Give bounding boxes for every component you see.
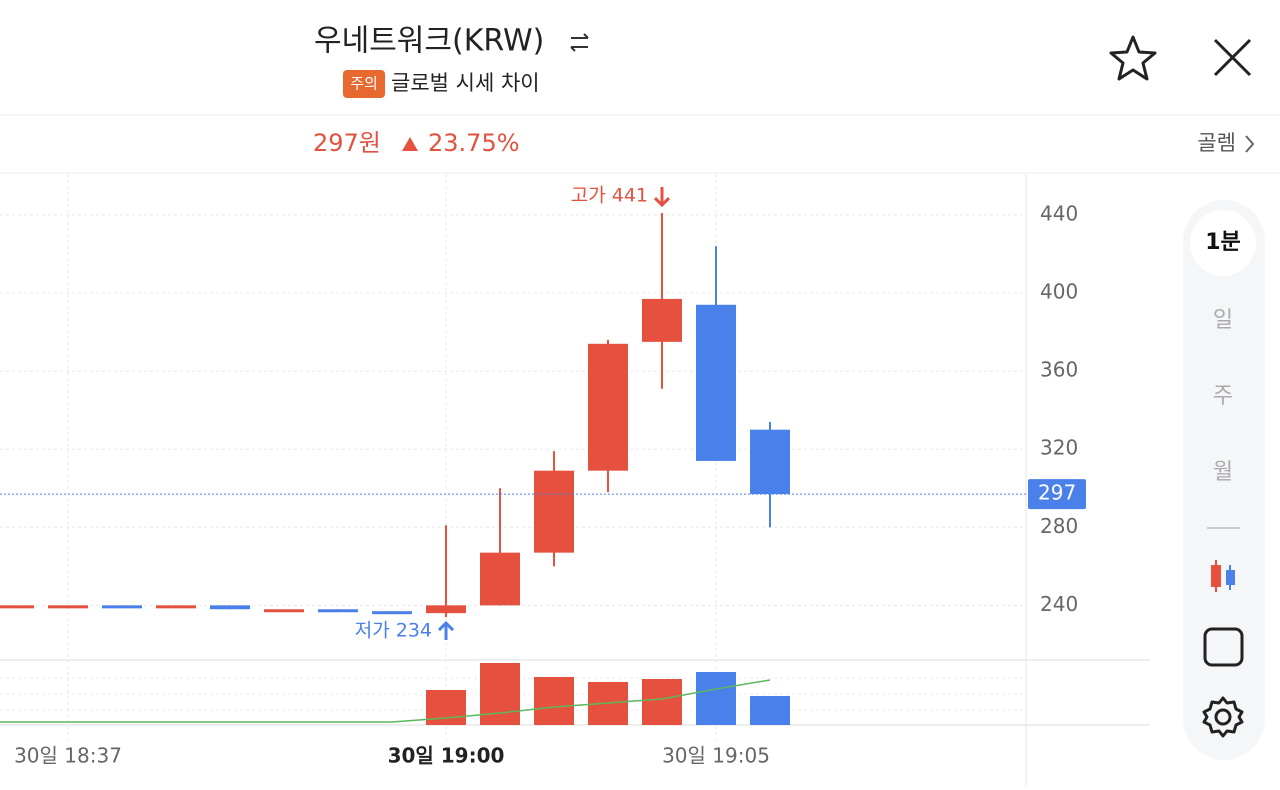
high-annotation: 고가 441: [571, 185, 648, 207]
high-arrow: [653, 187, 671, 208]
interval[interactable]: 1분: [1205, 230, 1241, 255]
chart: 440 400 360 320 280 240 30일 18:37 30일 19:00 30일 …: [0, 174, 1086, 768]
change: 23.75%: [428, 129, 520, 157]
volume-bar: [642, 679, 682, 725]
candle-body: [0, 605, 34, 609]
chart-type-icon[interactable]: [1211, 560, 1235, 592]
candle-body: [426, 605, 466, 614]
interval[interactable]: 주: [1213, 384, 1233, 409]
current-price-tag: [1028, 479, 1086, 510]
candle-body: [696, 304, 736, 461]
settings-icon[interactable]: [1202, 696, 1244, 738]
x-tick-label: 30일 19:05: [662, 744, 770, 768]
exchange[interactable]: 골렘: [1197, 131, 1236, 155]
price: 297원: [313, 129, 381, 157]
y-tick-label: 360: [1040, 358, 1078, 382]
up-triangle: [402, 137, 418, 151]
y-tick-label: 280: [1040, 514, 1078, 538]
volume-bar: [534, 677, 574, 725]
badge-bg: [343, 70, 385, 98]
active-interval: [1190, 210, 1256, 276]
candle-body: [588, 343, 628, 471]
close-icon[interactable]: [1213, 38, 1252, 77]
candle-body: [480, 552, 520, 606]
x-tick-label: 30일 19:00: [388, 744, 505, 768]
favorite-icon[interactable]: [1109, 35, 1157, 81]
candle-body: [750, 429, 790, 495]
y-tick-label: 400: [1040, 280, 1078, 304]
title: 우네트워크(KRW): [314, 24, 544, 59]
volume-bar: [696, 672, 736, 725]
y-tick-label: 240: [1040, 592, 1078, 616]
current-price-label: 297: [1038, 481, 1076, 505]
chevron: [1245, 135, 1255, 153]
low-annotation: 저가 234: [355, 620, 432, 642]
candle-body: [642, 298, 682, 342]
side-menu: [1183, 200, 1265, 760]
candle-body: [318, 609, 358, 613]
candle-body: [210, 605, 250, 610]
candle-body: [372, 611, 412, 615]
candle-body: [102, 605, 142, 609]
subtitle[interactable]: 글로벌 시세 차이: [391, 71, 540, 95]
swap-icon[interactable]: [570, 33, 589, 52]
drawing-icon[interactable]: [1203, 627, 1244, 667]
interval[interactable]: 일: [1213, 308, 1233, 333]
x-tick-label: 30일 18:37: [14, 744, 122, 768]
candle-body: [48, 605, 88, 609]
interval[interactable]: 월: [1213, 460, 1233, 485]
candle-body: [156, 605, 196, 609]
candle-body: [534, 470, 574, 553]
moving-average: [0, 679, 771, 723]
badge: 주의: [350, 75, 378, 93]
volume-bar: [750, 696, 790, 725]
y-tick-label: 320: [1040, 436, 1078, 460]
low-arrow: [437, 620, 455, 641]
volume-bar: [480, 663, 520, 725]
candle-body: [264, 609, 304, 613]
y-tick-label: 440: [1040, 201, 1078, 225]
